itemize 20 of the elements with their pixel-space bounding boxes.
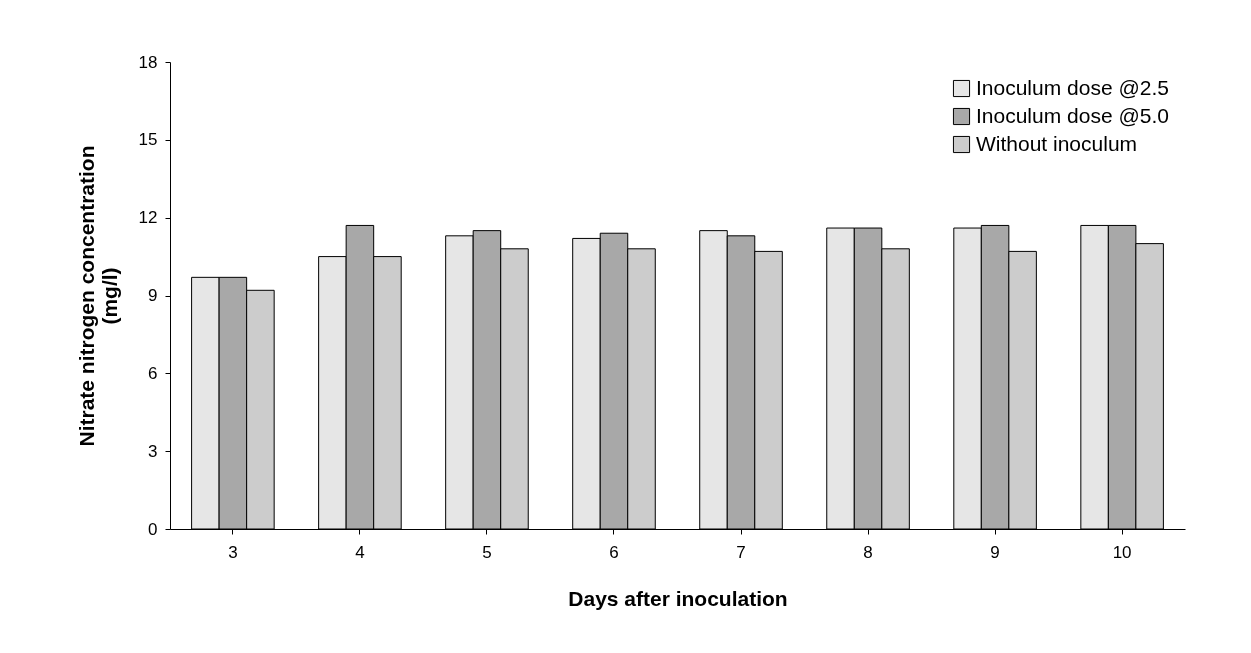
x-tick-label: 8 bbox=[863, 542, 873, 562]
y-tick-label: 0 bbox=[148, 519, 158, 539]
x-tick-label: 5 bbox=[482, 542, 492, 562]
legend-label: Inoculum dose @2.5 bbox=[976, 75, 1169, 99]
x-tick-label: 3 bbox=[228, 542, 238, 562]
y-tick-label: 6 bbox=[148, 363, 158, 383]
x-tick-label: 6 bbox=[609, 542, 619, 562]
y-tick-label: 9 bbox=[148, 286, 158, 305]
y-tick-label: 18 bbox=[138, 52, 158, 72]
y-tick-label: 12 bbox=[138, 208, 158, 228]
x-axis-title: Days after inoculation bbox=[568, 586, 788, 610]
x-tick-label: 10 bbox=[1112, 542, 1132, 562]
legend-label: Without inoculum bbox=[976, 131, 1138, 155]
x-tick-label: 4 bbox=[355, 542, 365, 562]
x-tick-label: 9 bbox=[990, 542, 1000, 562]
x-tick-label: 7 bbox=[736, 542, 746, 562]
y-tick-label: 3 bbox=[148, 441, 158, 461]
y-tick-label: 15 bbox=[138, 130, 158, 150]
legend-label: Inoculum dose @5.0 bbox=[976, 103, 1169, 127]
y-axis-title: Nitrate nitrogen concentration (mg/l) bbox=[74, 145, 121, 447]
